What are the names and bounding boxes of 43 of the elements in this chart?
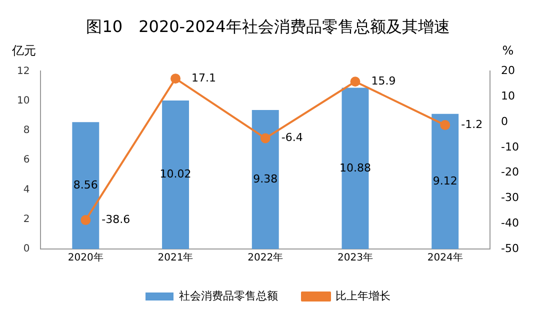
legend-label: 比上年增长 (336, 289, 390, 302)
y2-tick-label: -30 (501, 191, 519, 204)
y-tick-label: 10 (16, 95, 30, 106)
x-tick-label: 2020年 (68, 252, 104, 264)
y2-tick-label: -50 (501, 242, 519, 255)
x-tick-label: 2022年 (248, 252, 284, 264)
y2-tick-label: -40 (501, 216, 519, 230)
bar (162, 100, 189, 249)
point (440, 120, 450, 130)
data-label: 15.9 (371, 74, 396, 88)
y-tick-label: 6 (23, 154, 30, 166)
x-tick-label: 2024年 (427, 252, 463, 264)
x-tick-label: 2023年 (338, 252, 373, 264)
point (260, 133, 270, 144)
y2-tick-label: 10 (501, 89, 516, 102)
x-tick-label: 2021年 (158, 252, 194, 264)
y-tick-label: 4 (23, 184, 30, 196)
chart-title: 图10 2020-2024年社会消费品零售总额及其增速 (86, 16, 450, 36)
y-tick-label: 12 (16, 66, 30, 77)
y-tick-label: 8 (23, 125, 30, 136)
data-label: 9.38 (253, 172, 278, 186)
point (350, 76, 360, 87)
data-label: -1.2 (461, 118, 483, 131)
data-label: 9.12 (432, 174, 458, 188)
bar (342, 88, 369, 249)
y2-axis-title: % (502, 43, 514, 58)
y2-tick-label: 20 (501, 64, 516, 78)
y2-tick-label: 0 (501, 114, 508, 128)
y2-tick-label: -10 (501, 140, 519, 154)
point (170, 74, 181, 84)
data-label: 17.1 (192, 71, 216, 84)
data-label: -38.6 (102, 212, 130, 226)
point (80, 215, 91, 226)
bar (252, 110, 279, 249)
y-tick-label: 0 (23, 244, 30, 255)
bar (72, 122, 100, 249)
legend-label: 社会消费品零售总额 (179, 289, 278, 302)
y2-tick-label: -20 (501, 166, 519, 179)
data-label: 8.56 (73, 178, 98, 192)
data-label: -6.4 (281, 131, 303, 144)
y-axis-title: 亿元 (11, 43, 36, 58)
bar (432, 114, 459, 249)
y-tick-label: 2 (23, 214, 30, 225)
